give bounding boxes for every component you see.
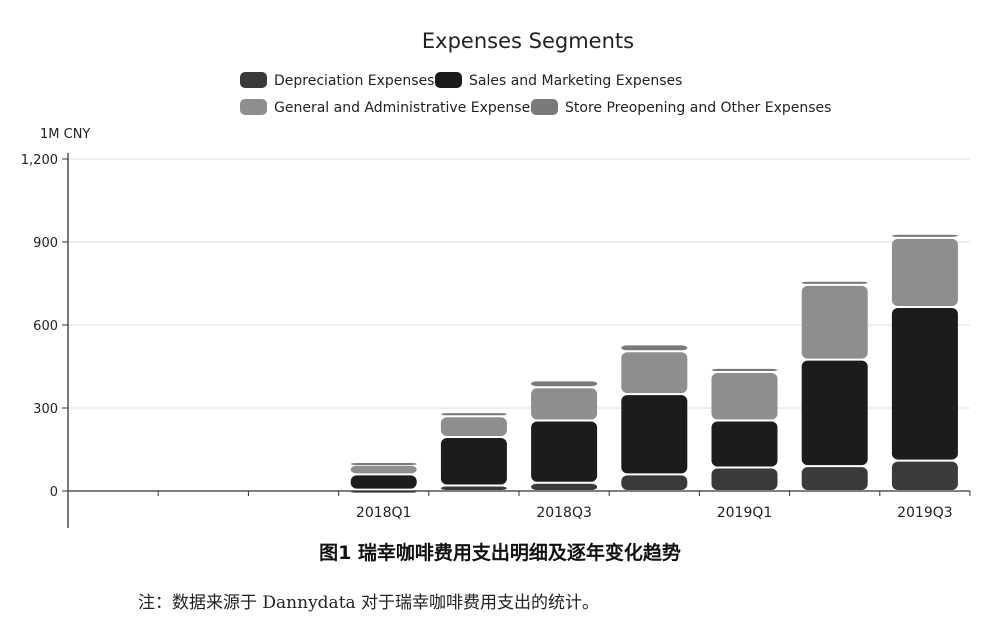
- bar-2018Q3-series-1: [531, 421, 598, 482]
- bar-2018Q3-series-0: [531, 483, 598, 490]
- source-note: 注：数据来源于 Dannydata 对于瑞幸咖啡费用支出的统计。: [138, 593, 600, 613]
- bar-2018Q1-series-2: [350, 465, 417, 474]
- y-tick-label-3: 900: [33, 236, 58, 251]
- y-unit-label: 1M CNY: [40, 127, 90, 142]
- axes: [62, 153, 971, 528]
- x-tick-labels: 2018Q1 2018Q3 2019Q1 2019Q3: [356, 505, 953, 521]
- bar-2019Q3-series-3: [891, 234, 958, 237]
- chart-title: Expenses Segments: [422, 29, 634, 53]
- bar-2018Q3-series-2: [531, 388, 598, 420]
- bar-2018Q4-series-2: [621, 352, 688, 394]
- bar-2018Q4-series-3: [621, 345, 688, 351]
- chart: Expenses Segments Depreciation Expenses S…: [21, 29, 971, 528]
- legend-swatch-1[interactable]: [435, 72, 462, 88]
- y-tick-label-1: 300: [33, 402, 58, 417]
- bar-2019Q3-series-1: [891, 308, 958, 460]
- legend-label-0[interactable]: Depreciation Expenses: [274, 73, 434, 89]
- bar-2019Q2-series-1: [801, 360, 868, 466]
- bar-2019Q3-series-0: [891, 461, 958, 490]
- legend-swatch-3[interactable]: [531, 99, 558, 115]
- bar-2018Q2-series-2: [440, 417, 507, 437]
- legend: Depreciation Expenses Sales and Marketing…: [240, 72, 831, 116]
- bar-2019Q2-series-0: [801, 467, 868, 490]
- bar-2018Q1-series-3: [350, 462, 417, 465]
- x-tick-label-2018Q3: 2018Q3: [536, 505, 592, 521]
- legend-label-2[interactable]: General and Administrative Expenses: [274, 100, 537, 116]
- figure-caption: 图1 瑞幸咖啡费用支出明细及逐年变化趋势: [319, 542, 681, 564]
- y-tick-label-4: 1,200: [21, 153, 58, 168]
- legend-swatch-0[interactable]: [240, 72, 267, 88]
- x-tick-label-2018Q1: 2018Q1: [356, 505, 412, 521]
- bar-2019Q2-series-2: [801, 285, 868, 359]
- bar-2018Q2-series-0: [440, 486, 507, 490]
- y-tick-label-0: 0: [50, 485, 58, 500]
- bar-2019Q1-series-2: [711, 373, 778, 420]
- bar-2018Q2-series-1: [440, 438, 507, 485]
- x-tick-label-2019Q3: 2019Q3: [897, 505, 953, 521]
- legend-swatch-2[interactable]: [240, 99, 267, 115]
- legend-label-3[interactable]: Store Preopening and Other Expenses: [565, 100, 831, 116]
- bar-2019Q1-series-1: [711, 421, 778, 467]
- bar-2018Q1-series-1: [350, 475, 417, 489]
- bar-2019Q1-series-3: [711, 368, 778, 372]
- bar-2018Q3-series-3: [531, 381, 598, 387]
- bar-2018Q4-series-1: [621, 395, 688, 474]
- bar-2018Q2-series-3: [440, 413, 507, 416]
- legend-label-1[interactable]: Sales and Marketing Expenses: [469, 73, 682, 89]
- y-tick-labels: 0 300 600 900 1,200: [21, 153, 58, 500]
- y-tick-label-2: 600: [33, 319, 58, 334]
- x-tick-label-2019Q1: 2019Q1: [717, 505, 773, 521]
- bar-2019Q3-series-2: [891, 238, 958, 307]
- bars: [350, 234, 958, 493]
- bar-2019Q2-series-3: [801, 281, 868, 284]
- bar-2018Q4-series-0: [621, 475, 688, 490]
- bar-2019Q1-series-0: [711, 468, 778, 490]
